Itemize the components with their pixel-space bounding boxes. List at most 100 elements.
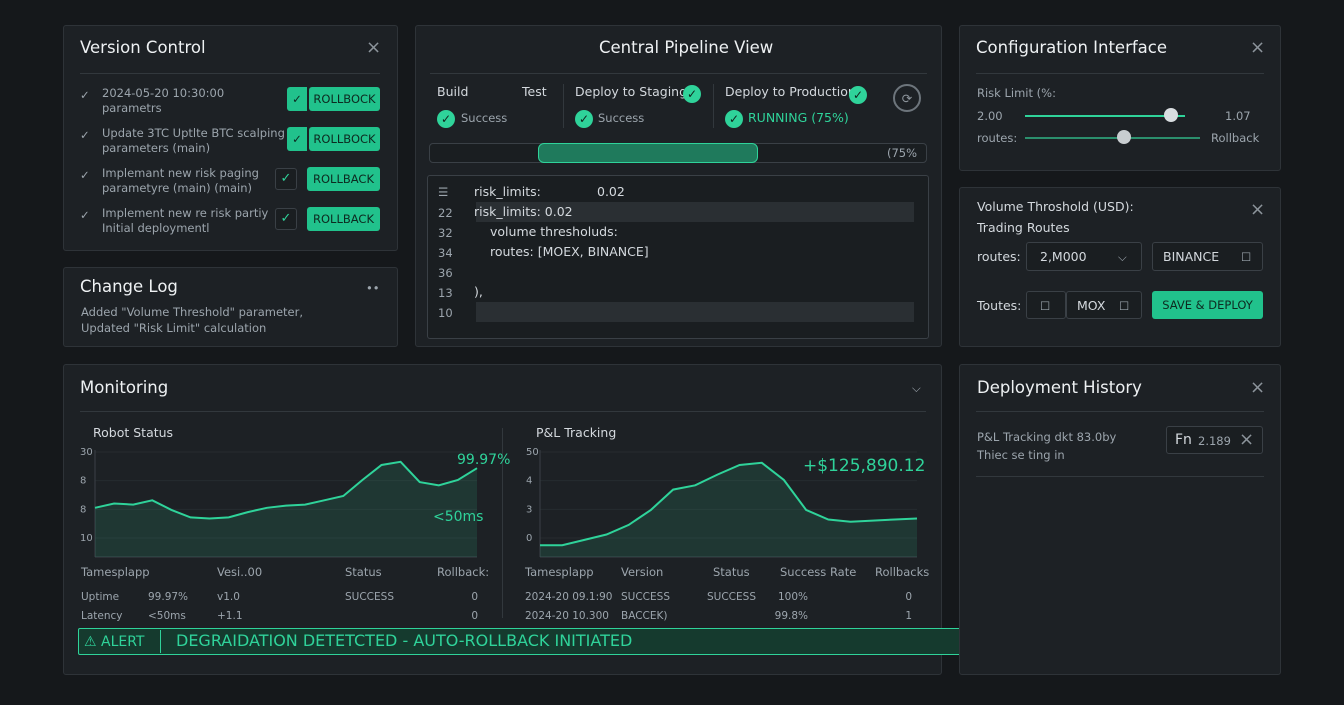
- close-icon[interactable]: ×: [1239, 429, 1255, 450]
- rollback-button[interactable]: ROLLBACK: [307, 167, 380, 191]
- chart-title: Robot Status: [93, 425, 174, 440]
- check-icon: ✓: [575, 110, 593, 128]
- code-text: risk_limits: 0.02: [474, 204, 573, 219]
- commit-text: Implement new re risk partiy: [102, 206, 269, 220]
- axis-label: 30: [80, 447, 93, 458]
- field-label: Risk Limit (%:: [977, 86, 1056, 100]
- annotation: +$125,890.12: [803, 456, 926, 476]
- table-cell: 99.8%: [774, 610, 808, 622]
- check-mark: ✓: [80, 88, 90, 102]
- table-cell: 0: [471, 610, 478, 622]
- select-value: 2,M000: [1040, 249, 1087, 264]
- panel-title: Deployment History: [977, 378, 1142, 397]
- check-box: ✓: [287, 87, 307, 111]
- commit-text: Initial deploymentl: [102, 221, 210, 235]
- slider-min: 2.00: [977, 109, 1003, 123]
- chip-icon: ☐: [1119, 299, 1130, 313]
- panel-title: Version Control: [80, 38, 206, 57]
- check-icon: ✓: [725, 110, 743, 128]
- code-text: volume thresholuds:: [490, 224, 618, 239]
- table-header: Status: [345, 565, 382, 579]
- table-cell: 99.97%: [148, 591, 189, 603]
- stage-name: Deploy to Production: [725, 84, 856, 99]
- rollback-button[interactable]: ROLLBACK: [307, 207, 380, 231]
- slider-knob[interactable]: [1164, 108, 1178, 122]
- history-chip[interactable]: [1166, 426, 1263, 454]
- table-cell: SUCCESS: [707, 591, 756, 603]
- close-icon[interactable]: ×: [1250, 377, 1266, 398]
- table-cell: +1.1: [217, 610, 243, 622]
- table-cell: 2024-20 10.300: [525, 610, 609, 622]
- history-text: Thiec se ting in: [977, 448, 1065, 462]
- slider-knob[interactable]: [1117, 130, 1131, 144]
- axis-label: 3: [526, 504, 532, 515]
- refresh-icon[interactable]: ⟳: [893, 84, 921, 112]
- check-icon: ✓: [437, 110, 455, 128]
- line-area: [95, 461, 477, 557]
- divider: [713, 84, 714, 128]
- progress-label: (75%: [887, 146, 918, 160]
- rollback-button[interactable]: ROLLBOCK: [309, 87, 380, 111]
- line-number: 34: [438, 246, 453, 260]
- table-header: Rollback:: [437, 565, 490, 579]
- line-number: 13: [438, 286, 453, 300]
- axis-label: 0: [526, 533, 532, 544]
- table-cell: 100%: [777, 591, 808, 603]
- commit-text: 2024-05-20 10:30:00: [102, 86, 225, 100]
- table-header: Vesi..00: [217, 565, 263, 579]
- subtitle: Trading Routes: [977, 220, 1070, 235]
- menu-icon: ••: [366, 281, 380, 295]
- route-chip[interactable]: [1152, 242, 1263, 271]
- change-text: Added "Volume Threshold" parameter,: [81, 305, 303, 319]
- code-text: routes: [MOEX, BINANCE]: [490, 244, 649, 259]
- menu-icon: ☰: [438, 185, 449, 199]
- line-area: [540, 462, 917, 557]
- chevron: ⌵: [1118, 250, 1127, 264]
- check-box: ✓: [287, 127, 307, 151]
- change-log-panel: [63, 267, 398, 347]
- divider: [976, 73, 1264, 74]
- panel-title: Central Pipeline View: [599, 38, 774, 57]
- slider-track: [1025, 137, 1200, 139]
- checkbox[interactable]: [1026, 291, 1066, 319]
- close-icon[interactable]: ×: [366, 37, 382, 58]
- close-icon[interactable]: ×: [1250, 37, 1266, 58]
- stage-name: Test: [522, 84, 547, 99]
- checkbox: ✓: [275, 168, 297, 190]
- divider: [976, 411, 1264, 412]
- chip-icon: Fn: [1175, 432, 1192, 448]
- field-label: routes:: [977, 249, 1021, 264]
- axis-label: 8: [80, 504, 86, 515]
- select[interactable]: [1026, 242, 1142, 271]
- table-cell: v1.0: [217, 591, 240, 603]
- code-text: 0.02: [597, 184, 625, 199]
- check-icon: ✓: [849, 86, 867, 104]
- panel-title: Change Log: [80, 277, 178, 296]
- commit-text: Implemant new risk paging: [102, 166, 259, 180]
- axis-label: 50: [526, 447, 539, 458]
- table-cell: SUCCESS: [621, 591, 670, 603]
- stage-status: Success: [598, 111, 645, 125]
- alert-icon: ⚠: [84, 634, 97, 650]
- close-icon[interactable]: ×: [1250, 199, 1266, 220]
- table-cell: 0: [905, 591, 912, 603]
- stage-name: Build: [437, 84, 469, 99]
- save-deploy-button[interactable]: SAVE & DEPLOY: [1152, 291, 1263, 319]
- commit-text: Update 3TC Uptlte BTC scalping: [102, 126, 285, 140]
- rollback-button[interactable]: ROLLBOCK: [309, 127, 380, 151]
- code-text: ),: [474, 284, 483, 299]
- commit-text: parameters (main): [102, 141, 211, 155]
- divider: [80, 411, 926, 412]
- table-header: Tamesplapp: [81, 565, 150, 579]
- alert-label: ALERT: [101, 634, 145, 650]
- commit-text: parametyre (main) (main): [102, 181, 252, 195]
- table-header: Tamesplapp: [525, 565, 594, 579]
- annotation: <50ms: [433, 509, 484, 525]
- stage-name: Deploy to Staging: [575, 84, 688, 99]
- slider-track: [1025, 115, 1185, 117]
- change-text: Updated "Risk Limit" calculation: [81, 321, 267, 335]
- line-number: 22: [438, 206, 453, 220]
- divider: [563, 84, 564, 128]
- route-chip[interactable]: [1066, 291, 1142, 319]
- progress-fill: [538, 143, 758, 163]
